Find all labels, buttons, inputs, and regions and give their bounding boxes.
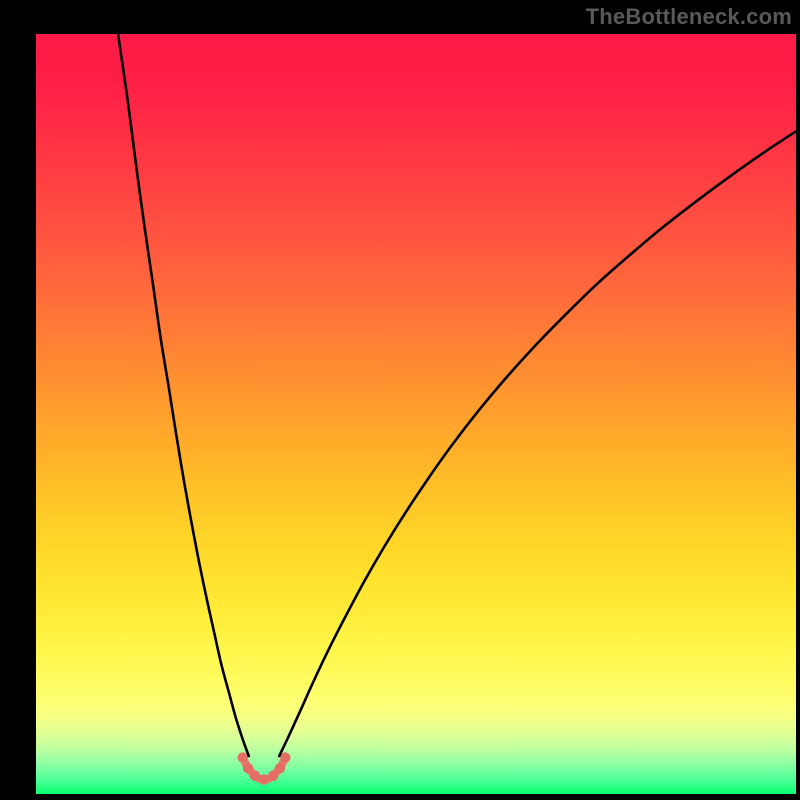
trough-marker [238,752,248,762]
plot-area [36,34,796,794]
trough-marker [275,763,285,773]
bottleneck-curve-right [279,131,796,756]
trough-marker [259,774,269,784]
bottleneck-curve-left [118,34,249,756]
trough-markers [238,752,291,784]
chart-svg [36,34,796,794]
watermark-text: TheBottleneck.com [586,4,792,30]
figure-root: TheBottleneck.com [0,0,800,800]
trough-marker [250,771,260,781]
